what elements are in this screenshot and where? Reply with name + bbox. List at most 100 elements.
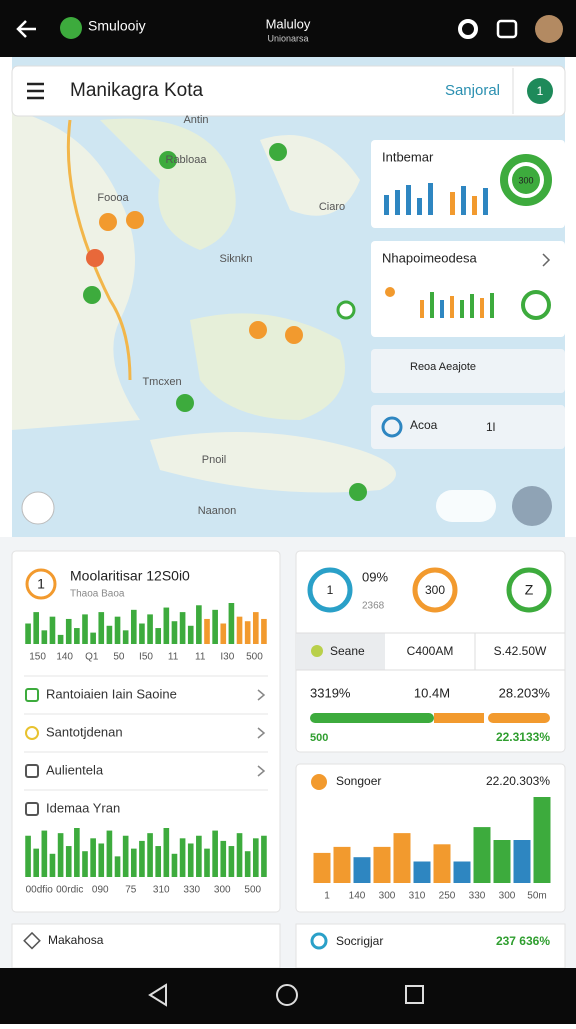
x-label: 50 <box>113 652 125 663</box>
chevron <box>257 689 266 701</box>
bar <box>90 632 96 644</box>
map-card[interactable] <box>371 241 565 337</box>
title: Maluloy <box>266 16 311 31</box>
bar <box>179 838 186 877</box>
map-label: Foooa <box>97 192 129 204</box>
x-label: I50 <box>139 652 153 663</box>
x-label: 50m <box>527 891 546 902</box>
list-item[interactable]: Idemaa Yran <box>46 800 120 815</box>
share[interactable] <box>496 19 518 39</box>
nav-home[interactable] <box>276 984 298 1006</box>
bar <box>163 607 170 644</box>
card-value: 1l <box>486 420 495 434</box>
tab[interactable] <box>296 633 385 670</box>
search-action[interactable]: Sanjoral <box>445 82 500 99</box>
bar <box>147 833 153 877</box>
x-label: 140 <box>56 652 73 663</box>
bar <box>533 797 551 883</box>
card-title: Socrigjar <box>336 934 383 948</box>
back-button[interactable] <box>16 20 36 38</box>
locate-button[interactable] <box>512 486 552 526</box>
pin[interactable] <box>99 213 117 231</box>
bar <box>473 827 491 883</box>
bar <box>373 846 391 883</box>
x-label: 11 <box>195 652 206 663</box>
pin[interactable] <box>83 286 101 304</box>
bar <box>41 630 48 644</box>
tab[interactable]: Seane <box>330 644 365 658</box>
bar <box>155 846 162 877</box>
bar <box>41 830 48 877</box>
map-card[interactable] <box>371 405 565 449</box>
pin[interactable] <box>176 394 194 412</box>
tab[interactable]: S.42.50W <box>494 644 547 658</box>
badge-text: 1 <box>37 576 45 592</box>
menu[interactable] <box>27 82 44 100</box>
item-icon <box>25 764 39 778</box>
map-card[interactable] <box>371 349 565 393</box>
ring-text: Z <box>525 582 534 598</box>
tab[interactable]: C400AM <box>407 644 454 658</box>
icon <box>381 416 403 438</box>
bar <box>65 846 72 877</box>
bar <box>82 614 88 644</box>
chart-title: Songoer <box>336 774 381 788</box>
pin[interactable] <box>285 326 303 344</box>
map-label: Rabloaa <box>166 154 208 166</box>
road <box>66 119 132 381</box>
avatar[interactable] <box>535 15 563 43</box>
settings[interactable] <box>458 19 478 39</box>
subtitle: Unionarsa <box>267 33 308 43</box>
x-label: 310 <box>409 891 426 902</box>
card[interactable] <box>11 923 281 969</box>
land <box>100 118 236 250</box>
map-controls[interactable] <box>436 490 496 522</box>
bar <box>513 840 531 883</box>
x-label: 00dfio <box>26 885 54 896</box>
card[interactable] <box>295 923 566 969</box>
x-label: 150 <box>29 652 46 663</box>
stat: 28.203% <box>499 685 551 700</box>
badge[interactable] <box>527 78 553 104</box>
bar <box>33 848 40 877</box>
list-item[interactable]: Santotjdenan <box>46 724 123 739</box>
pin[interactable] <box>336 300 356 320</box>
list-item[interactable]: Rantoiaien Iain Saoine <box>46 686 177 701</box>
bar <box>171 621 178 644</box>
stat: 3319% <box>310 685 351 700</box>
ring <box>506 567 552 613</box>
search-bar[interactable] <box>11 65 566 117</box>
progress <box>488 713 550 723</box>
bar <box>122 835 129 877</box>
list-item[interactable]: Aulientela <box>46 762 104 777</box>
pin[interactable] <box>249 321 267 339</box>
item-icon <box>25 688 39 702</box>
x-label: 310 <box>153 885 170 896</box>
x-label: 090 <box>92 885 109 896</box>
nav-recent[interactable] <box>405 985 424 1004</box>
bar <box>187 843 194 877</box>
bar <box>106 625 113 644</box>
bar <box>353 857 371 883</box>
progress-label: 22.3133% <box>496 730 550 744</box>
pin[interactable] <box>126 211 144 229</box>
bar <box>57 634 64 644</box>
bar <box>139 840 145 877</box>
mini-bars <box>384 183 488 215</box>
panel-subtitle: Thaoa Baoa <box>70 589 125 600</box>
x-label: 11 <box>168 652 179 663</box>
bar <box>57 833 64 877</box>
app-logo <box>60 17 82 39</box>
progress-label: 500 <box>310 732 328 744</box>
pin[interactable] <box>269 143 287 161</box>
stat: 10.4M <box>414 685 450 700</box>
bar <box>313 852 331 883</box>
bar <box>261 835 267 877</box>
pin[interactable] <box>349 483 367 501</box>
pin[interactable] <box>159 151 177 169</box>
map-settings[interactable] <box>21 491 55 525</box>
icon <box>23 931 41 950</box>
progress <box>310 713 434 723</box>
nav-back[interactable] <box>148 983 167 1007</box>
pin[interactable] <box>86 249 104 267</box>
